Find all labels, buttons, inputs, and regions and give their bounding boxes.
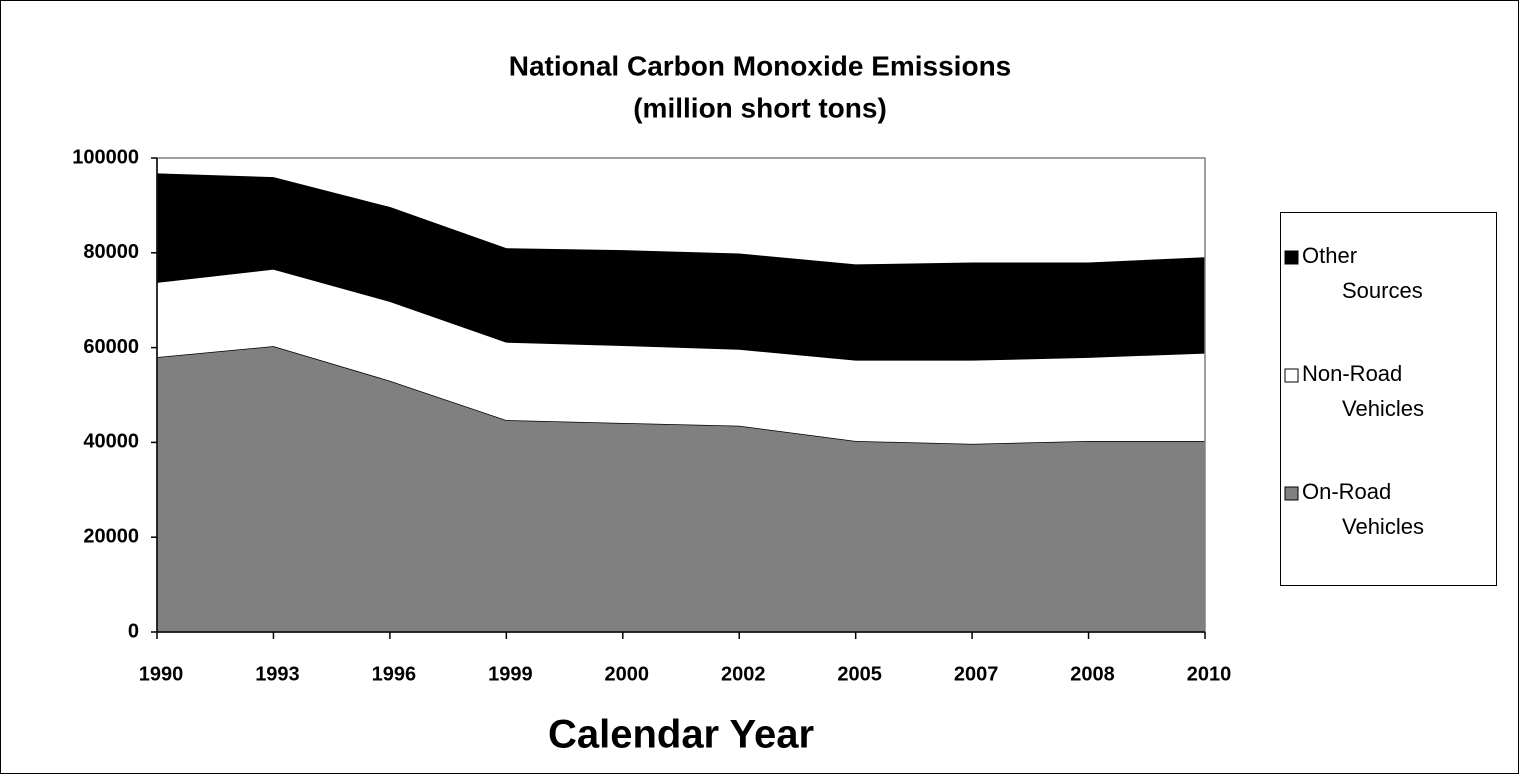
legend-swatch xyxy=(1284,486,1299,501)
y-tick-label: 40000 xyxy=(83,431,139,453)
area xyxy=(157,268,1205,444)
legend-box xyxy=(1280,212,1497,586)
x-tick-label: 2002 xyxy=(721,663,766,685)
y-tick-label: 80000 xyxy=(83,241,139,263)
y-tick-label: 60000 xyxy=(83,336,139,358)
legend-label: On-Road Vehicles xyxy=(1302,479,1424,539)
x-tick-label: 2000 xyxy=(605,663,650,685)
chart-subtitle: (million short tons) xyxy=(633,92,887,123)
y-tick-label: 20000 xyxy=(83,525,139,547)
area xyxy=(157,346,1205,632)
y-tick-label: 100000 xyxy=(72,146,139,168)
x-tick-label: 2007 xyxy=(954,663,999,685)
area xyxy=(157,174,1205,360)
x-tick-label: 2005 xyxy=(837,663,882,685)
chart-title: National Carbon Monoxide Emissions xyxy=(509,50,1012,81)
x-axis-label: Calendar Year xyxy=(548,713,814,757)
y-tick-label: 0 xyxy=(128,620,139,642)
x-tick-label: 2008 xyxy=(1070,663,1115,685)
legend-swatch xyxy=(1284,368,1299,383)
x-tick-label: 1990 xyxy=(139,663,184,685)
x-tick-label: 1999 xyxy=(488,663,533,685)
x-tick-label: 2010 xyxy=(1187,663,1232,685)
x-tick-label: 1993 xyxy=(255,663,300,685)
area-edge xyxy=(156,173,1206,266)
legend-label: Other Sources xyxy=(1302,243,1423,303)
legend-label: Non-Road Vehicles xyxy=(1302,361,1424,421)
legend-swatch xyxy=(1284,250,1299,265)
x-tick-label: 1996 xyxy=(372,663,417,685)
